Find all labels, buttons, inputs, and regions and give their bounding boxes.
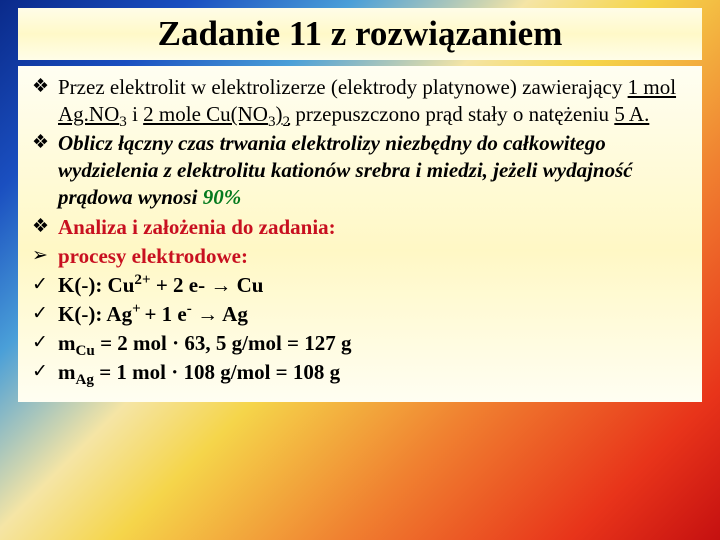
p1-post1: przepuszczono prąd stały o natężeniu [290,102,614,126]
equation-cu-reduction: K(-): Cu2+ + 2 e- → Cu [58,272,688,299]
m2-eq: = 1 mol · 108 g/mol = 108 g [94,360,340,384]
bullet-item-2: ❖ Oblicz łączny czas trwania elektrolizy… [32,130,688,211]
equation-mass-cu: mCu = 2 mol · 63, 5 g/mol = 127 g [58,330,688,357]
bullet-item-7: ✓ mCu = 2 mol · 63, 5 g/mol = 127 g [32,330,688,357]
k2-sup1: + [132,301,144,317]
p1-u3: 5 A. [614,102,649,126]
k2-mid: + 1 e [144,302,186,326]
equation-mass-ag: mAg = 1 mol · 108 g/mol = 108 g [58,359,688,386]
k2-pre: K(-): Ag [58,302,132,326]
bullet-item-4: ➢ procesy elektrodowe: [32,243,688,270]
k2-post: Ag [218,302,248,326]
para-1: Przez elektrolit w elektrolizerze (elekt… [58,74,688,128]
p2-text: Oblicz łączny czas trwania elektrolizy n… [58,131,633,209]
k1-sup1: 2+ [134,272,150,288]
p1-u1-sub: 3 [119,114,127,130]
check-icon: ✓ [32,359,58,385]
m1-eq: = 2 mol · 63, 5 g/mol = 127 g [95,331,352,355]
p1-u2: 2 mole Cu(NO3)2 [143,102,290,126]
p1-u2sub1: 3 [268,114,276,130]
arrow-icon: → [192,302,218,326]
para-4: procesy elektrodowe: [58,243,688,270]
bullet-item-3: ❖ Analiza i założenia do zadania: [32,214,688,241]
title-box: Zadanie 11 z rozwiązaniem [18,8,702,60]
p1-u2sub2: 2 [283,114,291,130]
k1-mid: + 2 e- [151,273,211,297]
slide-title: Zadanie 11 z rozwiązaniem [28,14,692,54]
chevron-icon: ➢ [32,243,58,269]
m2-sym: m [58,360,76,384]
p2-percent: 90% [203,185,242,209]
diamond-icon: ❖ [32,130,58,156]
k1-pre: K(-): Cu [58,273,134,297]
check-icon: ✓ [32,301,58,327]
equation-ag-reduction: K(-): Ag+ + 1 e- → Ag [58,301,688,328]
bullet-item-1: ❖ Przez elektrolit w elektrolizerze (ele… [32,74,688,128]
diamond-icon: ❖ [32,74,58,100]
p1-u2a: 2 mole Cu(NO [143,102,268,126]
m2-sub: Ag [76,372,94,388]
arrow-icon: → [210,273,231,297]
para-2: Oblicz łączny czas trwania elektrolizy n… [58,130,688,211]
m1-sub: Cu [76,343,95,359]
para-3: Analiza i założenia do zadania: [58,214,688,241]
check-icon: ✓ [32,272,58,298]
k1-post: Cu [231,273,263,297]
p1-u2b: ) [276,102,283,126]
bullet-item-6: ✓ K(-): Ag+ + 1 e- → Ag [32,301,688,328]
p1-pre: Przez elektrolit w elektrolizerze (elekt… [58,75,628,99]
bullet-item-8: ✓ mAg = 1 mol · 108 g/mol = 108 g [32,359,688,386]
p1-mid1: i [127,102,143,126]
diamond-icon: ❖ [32,214,58,240]
bullet-item-5: ✓ K(-): Cu2+ + 2 e- → Cu [32,272,688,299]
m1-sym: m [58,331,76,355]
content-box: ❖ Przez elektrolit w elektrolizerze (ele… [18,66,702,402]
check-icon: ✓ [32,330,58,356]
